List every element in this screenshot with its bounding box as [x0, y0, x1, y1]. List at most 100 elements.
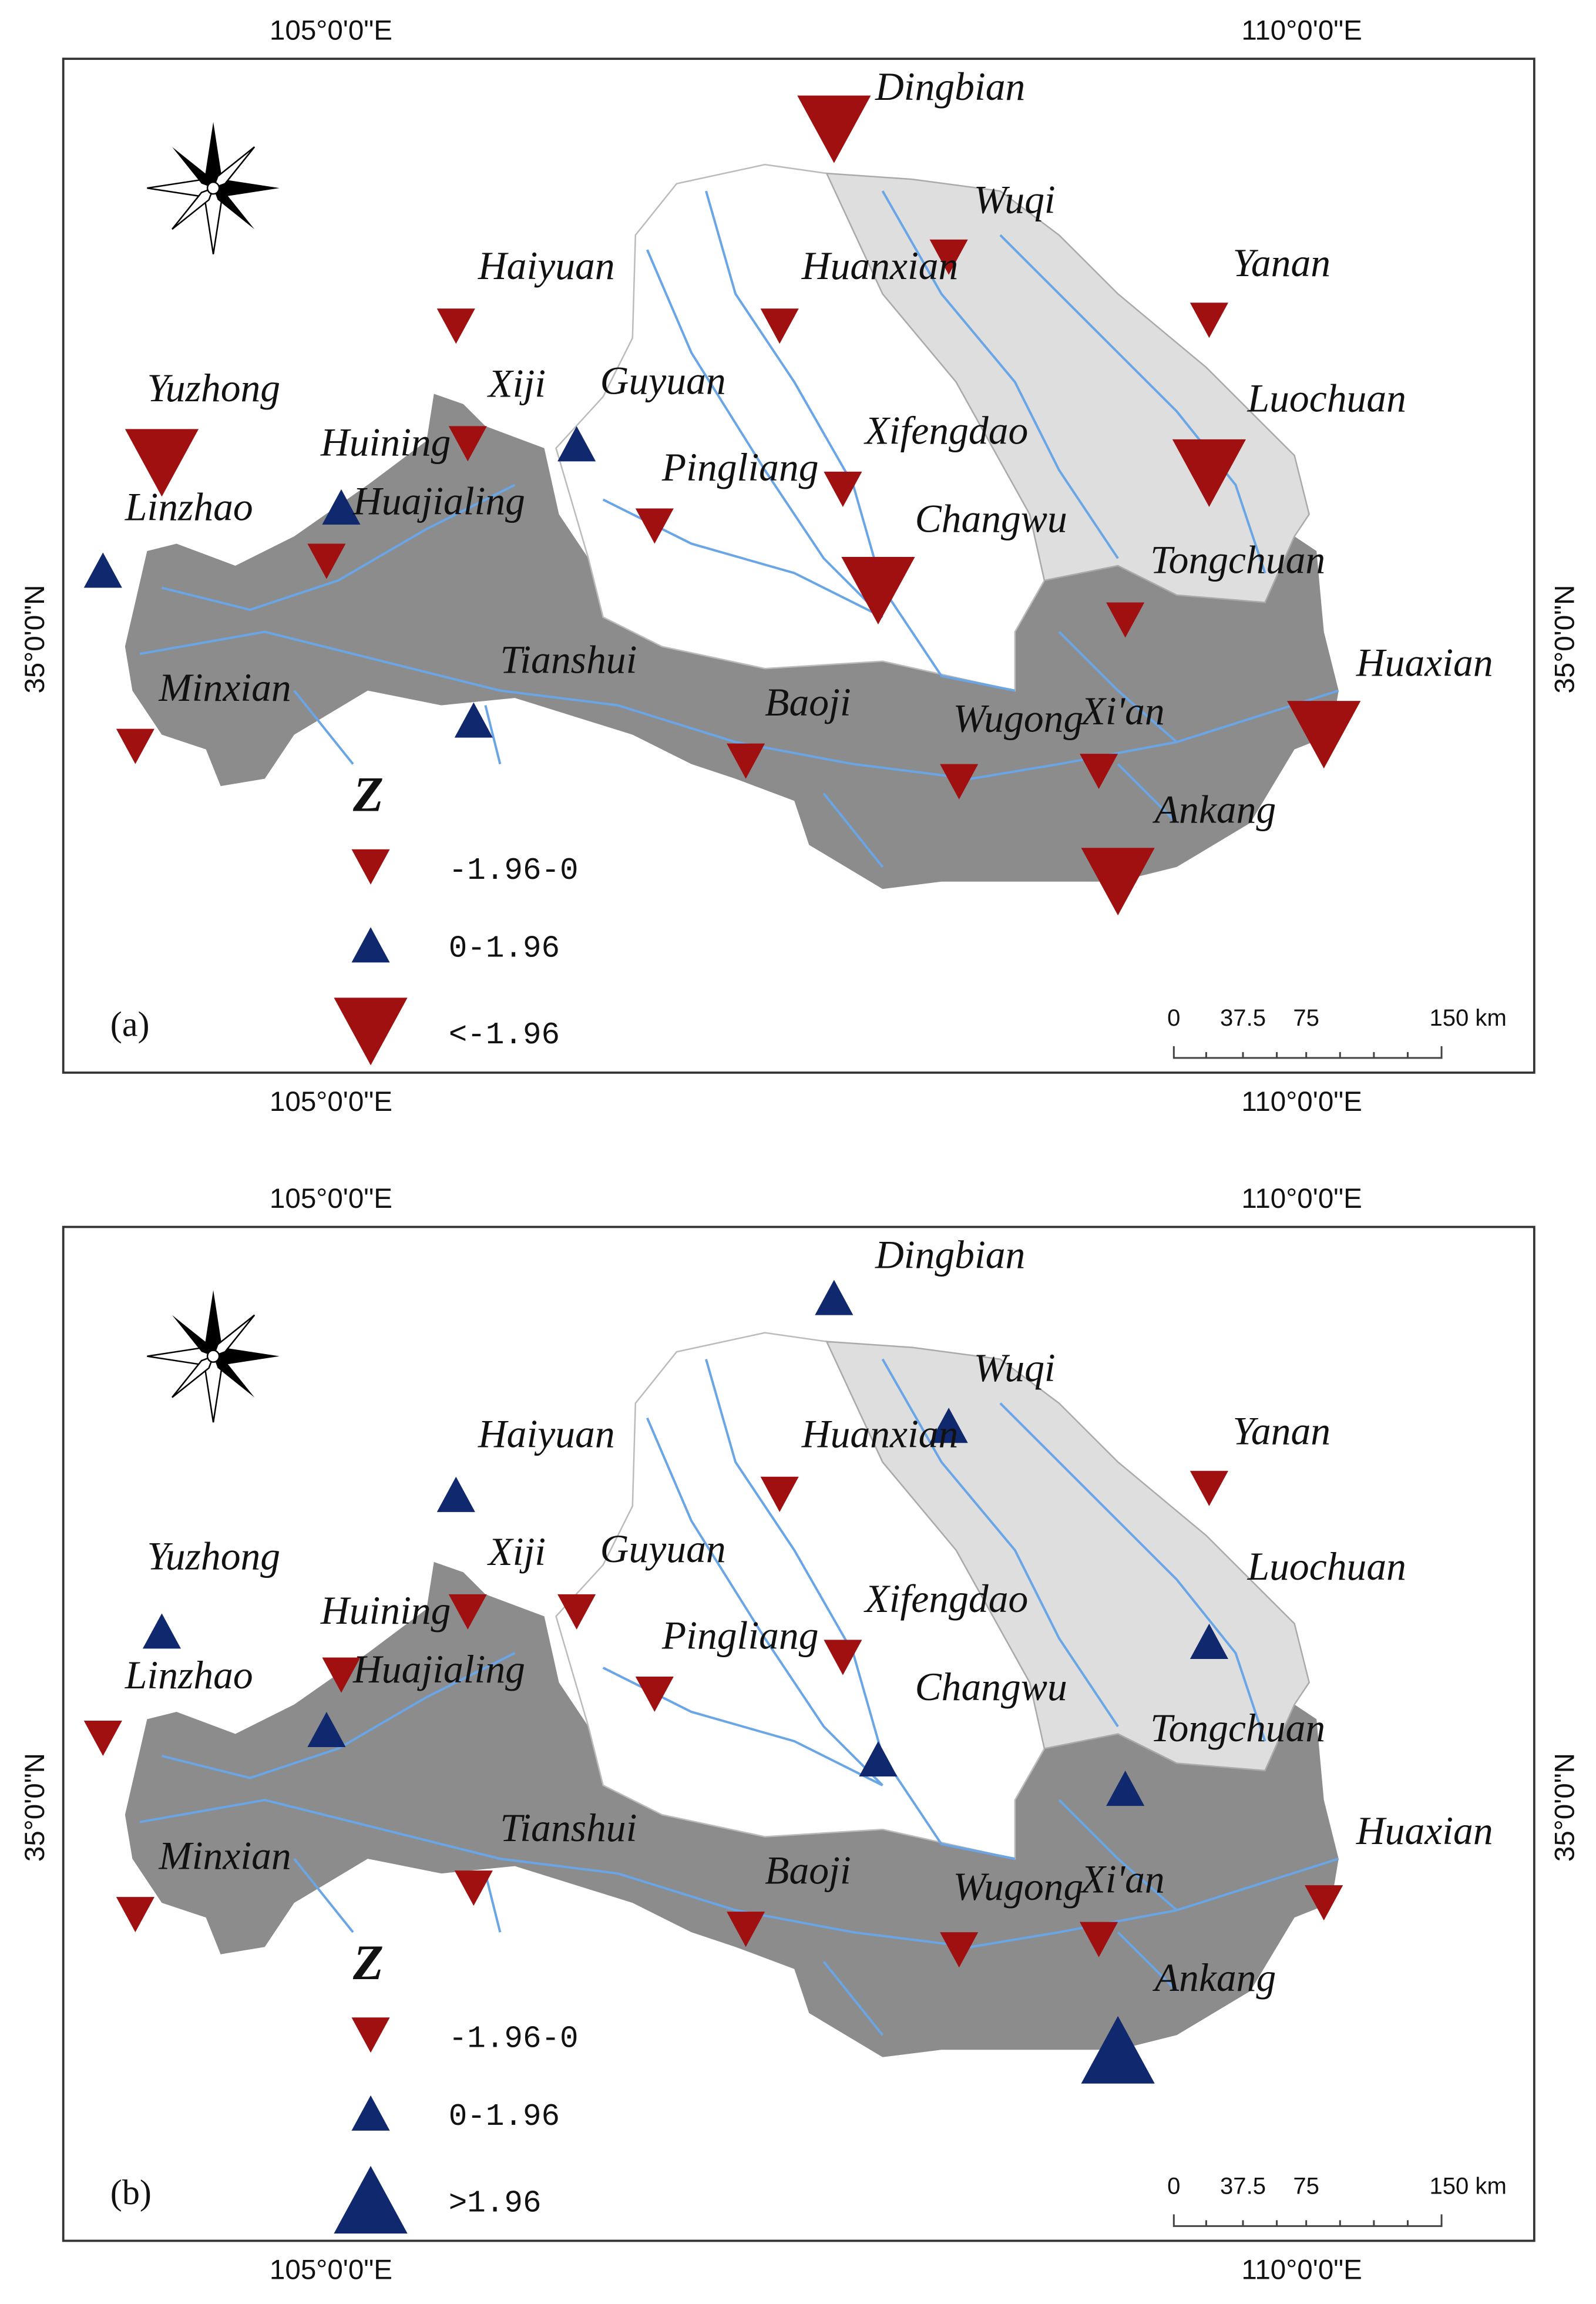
station-marker — [1305, 1885, 1343, 1921]
latitude-label: 35°0'0"N — [19, 1753, 51, 1862]
station-marker — [797, 95, 871, 163]
longitude-label: 110°0'0"E — [1241, 2255, 1362, 2286]
station-name: Yanan — [1232, 241, 1330, 285]
latitude-label: 35°0'0"N — [1549, 1753, 1580, 1862]
station-name: Baoji — [765, 680, 851, 724]
station-marker — [1081, 2016, 1155, 2084]
station-marker — [1190, 303, 1228, 338]
station-marker — [815, 1279, 854, 1315]
panel-label: (a) — [110, 1004, 150, 1043]
station-name: Huanxian — [801, 244, 959, 288]
station-name: Xi'an — [1080, 1858, 1165, 1902]
longitude-label: 105°0'0"E — [270, 1086, 392, 1117]
station-name: Baoji — [765, 1849, 851, 1893]
station-marker — [322, 489, 361, 525]
scale-label: 75 — [1293, 2173, 1319, 2199]
scale-label: 0 — [1167, 2173, 1180, 2199]
station-marker — [841, 556, 915, 625]
station-name: Xifengdao — [863, 408, 1028, 452]
map-frame — [62, 58, 1535, 1074]
station-marker — [116, 728, 154, 764]
legend-label: >1.96 — [449, 2185, 542, 2221]
station-name: Pingliang — [661, 1613, 819, 1657]
scale-label: 37.5 — [1220, 2173, 1266, 2199]
station-marker — [727, 1912, 765, 1947]
station-marker — [940, 1932, 979, 1968]
station-marker — [1190, 1623, 1228, 1659]
station-marker — [824, 1640, 862, 1675]
station-name: Xifengdao — [863, 1577, 1028, 1621]
station-marker — [635, 1676, 674, 1712]
station-marker — [454, 1870, 493, 1906]
station-name: Tianshui — [500, 1806, 637, 1850]
station-marker — [940, 764, 979, 800]
legend-title: Z — [352, 1935, 384, 1990]
station-name: Linzhao — [125, 485, 253, 529]
station-name: Pingliang — [661, 445, 819, 489]
station-marker — [307, 543, 346, 579]
station-name: Huining — [320, 420, 451, 464]
longitude-label: 110°0'0"E — [1241, 15, 1362, 46]
station-name: Changwu — [915, 496, 1067, 540]
station-name: Tongchuan — [1150, 538, 1325, 582]
station-marker — [1172, 439, 1246, 507]
scale-label: 150 km — [1429, 1005, 1506, 1031]
scale-label: 37.5 — [1220, 1005, 1266, 1031]
station-name: Wugong — [953, 1865, 1084, 1909]
station-name: Ankang — [1153, 1956, 1276, 2000]
station-marker — [142, 1613, 182, 1649]
station-marker — [760, 1476, 799, 1512]
station-marker — [1080, 754, 1118, 790]
latitude-label: 35°0'0"N — [19, 585, 51, 694]
longitude-label: 110°0'0"E — [1241, 1086, 1362, 1117]
station-name: Huanxian — [801, 1412, 959, 1456]
station-name: Huajialing — [352, 1647, 525, 1691]
station-marker — [1190, 1470, 1228, 1506]
station-marker — [1081, 848, 1155, 916]
station-name: Yanan — [1232, 1409, 1330, 1453]
legend-marker — [334, 997, 408, 1066]
station-name: Linzhao — [125, 1653, 253, 1697]
station-name: Wuqi — [974, 1346, 1056, 1390]
legend-label: -1.96-0 — [449, 2021, 579, 2056]
station-marker — [436, 308, 475, 344]
station-marker — [557, 426, 596, 462]
station-marker — [1287, 701, 1361, 769]
map-panel: 105°0'0"E 105°0'0"E 110°0'0"E 110°0'0"E 35°0… — [19, 15, 1580, 1117]
station-marker — [83, 1720, 122, 1756]
station-name: Tongchuan — [1150, 1706, 1325, 1750]
station-name: Guyuan — [600, 1527, 726, 1571]
longitude-label: 110°0'0"E — [1241, 1183, 1362, 1214]
basemap — [125, 164, 1339, 889]
station-name: Wugong — [953, 697, 1084, 741]
legend-label: 0-1.96 — [449, 931, 560, 966]
scale-bar — [1172, 2214, 1443, 2227]
north-arrow — [146, 1289, 281, 1423]
legend-marker — [351, 849, 390, 885]
scale-label: 0 — [1167, 1005, 1180, 1031]
station-marker — [1106, 1771, 1145, 1806]
longitude-label: 105°0'0"E — [270, 15, 392, 46]
station-name: Luochuan — [1247, 1544, 1406, 1588]
station-name: Ankang — [1153, 788, 1276, 832]
station-marker — [448, 1594, 487, 1630]
legend-label: 0-1.96 — [449, 2099, 560, 2134]
map-panel: 105°0'0"E 105°0'0"E 110°0'0"E 110°0'0"E 35°0… — [19, 1183, 1580, 2285]
station-name: Yuzhong — [147, 366, 280, 410]
station-name: Huining — [320, 1588, 451, 1633]
station-marker — [307, 1711, 346, 1748]
longitude-label: 105°0'0"E — [270, 2255, 392, 2286]
station-name: Guyuan — [600, 358, 726, 402]
station-name: Wuqi — [974, 178, 1056, 222]
station-name: Xiji — [486, 361, 546, 405]
station-marker — [557, 1594, 596, 1630]
station-marker — [635, 508, 674, 544]
station-marker — [1106, 602, 1145, 638]
legend-label: -1.96-0 — [449, 853, 579, 888]
station-name: Haiyuan — [478, 1412, 615, 1456]
station-name: Dingbian — [875, 1233, 1025, 1277]
north-arrow — [146, 121, 281, 255]
station-name: Xi'an — [1080, 689, 1165, 733]
station-marker — [929, 1408, 968, 1443]
basemap — [125, 1333, 1339, 2057]
